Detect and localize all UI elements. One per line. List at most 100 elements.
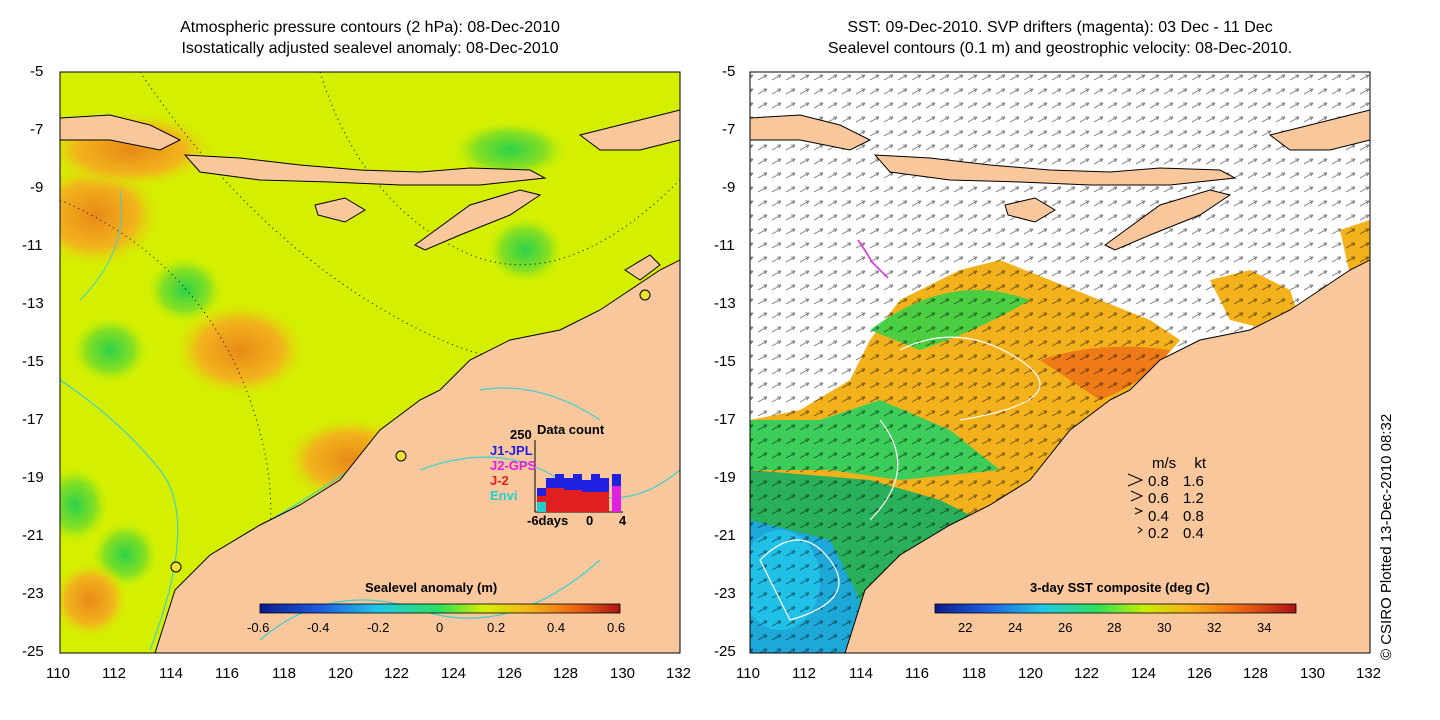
left-java-land bbox=[60, 114, 182, 151]
lat-tick: -11 bbox=[22, 237, 43, 254]
left-map bbox=[60, 72, 680, 653]
lon-tick: 112 bbox=[792, 665, 816, 682]
lon-tick: 114 bbox=[849, 665, 873, 682]
velocity-legend-row: 0.8 1.6 bbox=[1148, 472, 1204, 490]
lon-tick: 116 bbox=[215, 665, 239, 682]
lat-tick: -15 bbox=[22, 353, 44, 370]
left-map-frame bbox=[59, 71, 681, 654]
lat-tick: -5 bbox=[30, 63, 44, 80]
left-nusa-islands bbox=[183, 154, 547, 186]
right-timor-land bbox=[1104, 189, 1232, 251]
data-count-legend: J1-JPL J2-GPS J-2 Envi bbox=[490, 443, 536, 503]
lon-tick: 116 bbox=[905, 665, 929, 682]
lat-tick: -23 bbox=[714, 585, 736, 602]
left-title-line1: Atmospheric pressure contours (2 hPa): 0… bbox=[180, 19, 560, 36]
colorbar-tick: 26 bbox=[1058, 620, 1073, 635]
lon-tick: 128 bbox=[1243, 665, 1269, 682]
lon-tick: 124 bbox=[441, 665, 467, 682]
colorbar-tick: 0.2 bbox=[487, 620, 506, 635]
velocity-legend-row: 0.2 0.4 bbox=[1148, 525, 1204, 542]
lon-tick: 126 bbox=[1187, 665, 1213, 682]
left-timor-land bbox=[414, 189, 542, 251]
lat-tick: -7 bbox=[30, 121, 44, 138]
velocity-legend-row: 0.6 1.2 bbox=[1148, 490, 1204, 507]
legend-j1-jpl: J1-JPL bbox=[490, 443, 533, 458]
lon-tick: 120 bbox=[1018, 665, 1044, 682]
lon-tick: 126 bbox=[497, 665, 523, 682]
lat-tick: -23 bbox=[22, 585, 44, 602]
lon-tick: 128 bbox=[553, 665, 579, 682]
lon-tick: 110 bbox=[46, 665, 70, 682]
colorbar-tick: 0 bbox=[436, 620, 444, 635]
left-australia-land bbox=[154, 259, 680, 653]
lat-tick: -21 bbox=[714, 527, 736, 544]
lon-tick: 118 bbox=[962, 665, 986, 682]
right-colorbar-label: 3-day SST composite (deg C) bbox=[1030, 580, 1210, 595]
colorbar-tick: 0.4 bbox=[547, 620, 566, 635]
velocity-legend-header: m/s kt bbox=[1152, 455, 1207, 472]
right-nusa-islands bbox=[873, 154, 1237, 186]
data-count-xtick: 0 bbox=[586, 513, 594, 528]
lon-tick: 130 bbox=[610, 665, 636, 682]
colorbar-tick: 24 bbox=[1008, 620, 1023, 635]
colorbar-tick: 34 bbox=[1257, 620, 1272, 635]
colorbar-tick: 22 bbox=[958, 620, 973, 635]
right-java-land bbox=[750, 114, 872, 151]
left-station-marker bbox=[170, 561, 182, 573]
lat-tick: -21 bbox=[22, 527, 44, 544]
legend-envi: Envi bbox=[490, 488, 518, 503]
lat-tick: -9 bbox=[722, 179, 736, 196]
left-colorbar bbox=[259, 603, 621, 614]
legend-j2-gps: J2-GPS bbox=[490, 458, 537, 473]
right-flores-land bbox=[1268, 109, 1370, 151]
lon-tick: 112 bbox=[102, 665, 126, 682]
right-sumba-land bbox=[1004, 197, 1056, 223]
lat-tick: -9 bbox=[30, 179, 44, 196]
data-count-inset bbox=[534, 440, 623, 513]
right-colorbar bbox=[934, 603, 1297, 614]
lon-tick: 114 bbox=[159, 665, 183, 682]
lat-tick: -15 bbox=[714, 353, 736, 370]
lat-tick: -13 bbox=[22, 295, 44, 312]
lat-tick: -17 bbox=[22, 411, 44, 428]
lon-tick: 120 bbox=[328, 665, 354, 682]
lat-tick: -7 bbox=[722, 121, 736, 138]
lon-tick: 110 bbox=[736, 665, 760, 682]
right-title: SST: 09-Dec-2010. SVP drifters (magenta)… bbox=[750, 17, 1370, 59]
lon-tick: 130 bbox=[1300, 665, 1326, 682]
right-title-line2: Sealevel contours (0.1 m) and geostrophi… bbox=[827, 40, 1293, 57]
lat-tick: -13 bbox=[714, 295, 736, 312]
colorbar-tick: 0.6 bbox=[607, 620, 626, 635]
colorbar-tick: 28 bbox=[1107, 620, 1122, 635]
colorbar-tick: -0.4 bbox=[307, 620, 330, 635]
right-australia-land bbox=[844, 259, 1370, 653]
data-count-bars bbox=[537, 474, 621, 512]
data-count-title: Data count bbox=[537, 422, 605, 437]
colorbar-tick: 30 bbox=[1157, 620, 1172, 635]
velocity-legend-row: 0.4 0.8 bbox=[1148, 507, 1204, 525]
lat-tick: -25 bbox=[22, 643, 44, 660]
lon-tick: 124 bbox=[1131, 665, 1157, 682]
data-count-xtick: -6days bbox=[527, 513, 569, 528]
lat-tick: -25 bbox=[714, 643, 736, 660]
velocity-legend: m/s kt 0.8 1.6 0.6 1.2 0.4 0.8 0.2 0.4 bbox=[1148, 455, 1206, 543]
colorbar-tick: -0.2 bbox=[367, 620, 390, 635]
colorbar-tick: 32 bbox=[1207, 620, 1222, 635]
lat-tick: -5 bbox=[722, 63, 736, 80]
plot-credit: © CSIRO Plotted 13-Dec-2010 08:32 bbox=[1378, 413, 1395, 660]
lon-tick: 122 bbox=[1074, 665, 1100, 682]
right-map-frame bbox=[749, 71, 1371, 654]
left-title-line2: Isostatically adjusted sealevel anomaly:… bbox=[181, 40, 559, 57]
left-flores-land bbox=[578, 109, 680, 151]
lat-tick: -17 bbox=[714, 411, 736, 428]
velocity-legend-arrows bbox=[1127, 473, 1144, 534]
left-title: Atmospheric pressure contours (2 hPa): 0… bbox=[60, 17, 680, 59]
left-station-marker bbox=[395, 450, 407, 462]
lon-tick: 122 bbox=[384, 665, 410, 682]
lon-tick: 132 bbox=[666, 665, 692, 682]
lat-tick: -11 bbox=[714, 237, 735, 254]
legend-j2: J-2 bbox=[490, 473, 509, 488]
lon-tick: 118 bbox=[272, 665, 296, 682]
lat-tick: -19 bbox=[714, 469, 736, 486]
